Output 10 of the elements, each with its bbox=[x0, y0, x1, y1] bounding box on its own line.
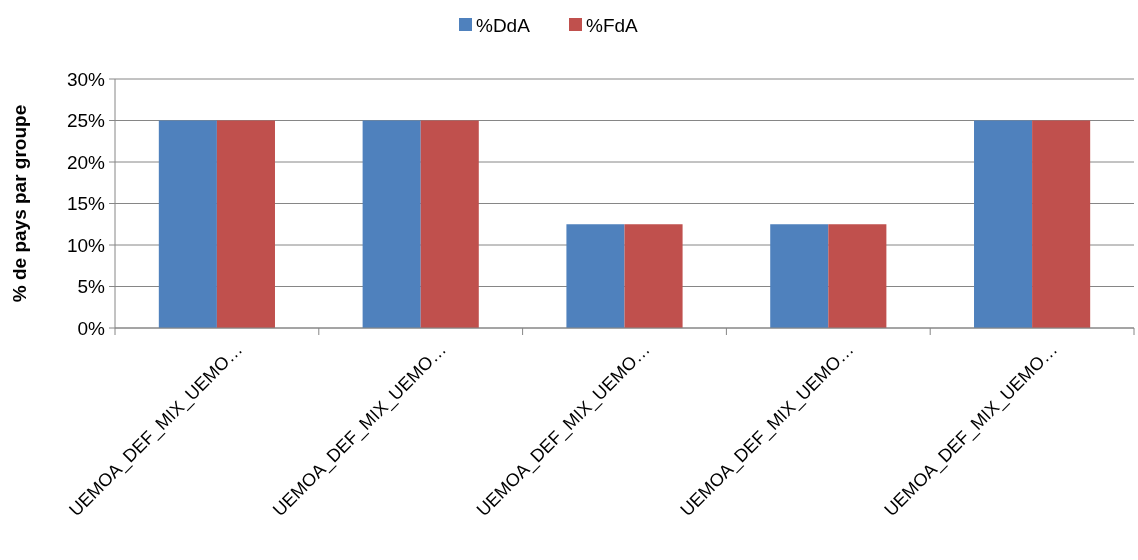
legend-label: %DdA bbox=[476, 14, 531, 36]
y-tick-label: 0% bbox=[77, 317, 106, 339]
y-tick-label: 20% bbox=[66, 151, 106, 173]
y-tick-label: 10% bbox=[66, 234, 106, 256]
y-tick-label: 30% bbox=[66, 68, 106, 90]
y-axis-title: % de pays par groupe bbox=[9, 104, 30, 303]
legend-label: %FdA bbox=[586, 14, 639, 36]
y-tick-label: 25% bbox=[66, 110, 106, 132]
y-tick-label: 15% bbox=[66, 193, 106, 215]
y-tick-label: 5% bbox=[77, 276, 106, 298]
